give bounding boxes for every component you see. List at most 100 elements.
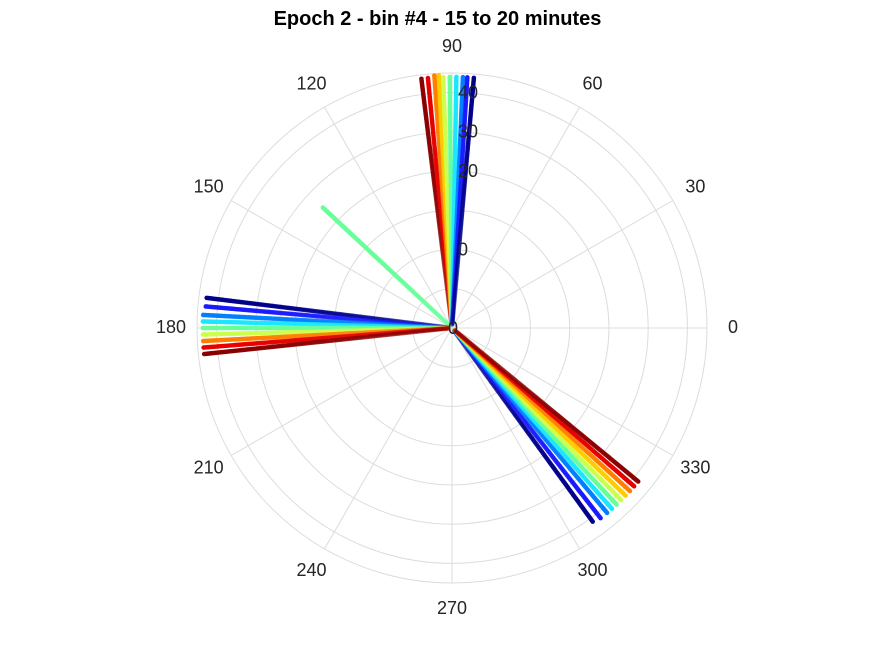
data-point (447, 307, 453, 312)
data-point (448, 305, 454, 310)
data-point (434, 326, 439, 332)
radial-tick-label: 20 (458, 161, 478, 181)
data-point (460, 74, 466, 80)
data-point (450, 311, 456, 317)
data-point (453, 329, 459, 335)
data-point (435, 326, 441, 331)
data-point (449, 321, 454, 327)
data-point (449, 315, 454, 320)
data-point (449, 305, 455, 310)
data-point (448, 308, 454, 314)
data-point (445, 326, 451, 331)
data-point (431, 327, 436, 332)
data-point (432, 327, 438, 332)
data-point (444, 325, 449, 330)
angular-tick-label: 300 (577, 560, 607, 580)
data-point (458, 335, 463, 341)
data-point (457, 334, 462, 340)
data-point (449, 316, 454, 322)
data-point (439, 325, 444, 331)
data-point (439, 326, 444, 332)
data-point (434, 327, 440, 332)
data-point (449, 321, 454, 327)
data-point (451, 307, 456, 312)
data-point (440, 325, 446, 331)
data-point (434, 324, 440, 329)
data-point (447, 310, 453, 315)
data-point (432, 324, 438, 330)
data-point (463, 340, 468, 345)
data-point (460, 340, 465, 345)
data-point (459, 334, 465, 340)
data-point (450, 305, 456, 310)
angular-grid-spoke (324, 106, 453, 329)
data-point (465, 75, 470, 80)
data-point (457, 334, 463, 340)
data-point (429, 327, 435, 332)
data-point (449, 313, 454, 319)
data-point (455, 331, 461, 337)
data-point (609, 506, 615, 512)
data-point (459, 339, 464, 344)
chart-title: Epoch 2 - bin #4 - 15 to 20 minutes (273, 8, 602, 30)
data-point (419, 76, 424, 82)
data-point (440, 74, 446, 80)
data-point (635, 479, 641, 484)
data-point (447, 305, 453, 310)
data-point (442, 325, 448, 331)
data-point (454, 331, 459, 336)
data-point (590, 519, 595, 524)
series-ray (452, 328, 641, 484)
data-point (459, 334, 465, 340)
data-point (440, 316, 445, 322)
data-point (446, 323, 452, 328)
data-point (450, 320, 455, 325)
data-point (450, 308, 456, 314)
data-point (435, 326, 441, 332)
data-point (437, 326, 443, 331)
data-point (458, 335, 464, 341)
data-point (450, 316, 455, 322)
data-point (457, 332, 463, 337)
data-point (456, 335, 462, 340)
data-point (200, 332, 206, 337)
data-point (448, 315, 454, 320)
data-point (604, 510, 610, 516)
data-point (448, 305, 454, 310)
data-point (448, 318, 454, 324)
data-point (449, 318, 455, 324)
data-point (452, 328, 458, 334)
data-point (431, 323, 436, 329)
data-point (434, 326, 439, 332)
data-point (450, 310, 455, 315)
data-point (450, 311, 455, 317)
data-point (436, 326, 441, 332)
data-point (436, 327, 441, 332)
data-point (455, 332, 461, 337)
data-point (458, 333, 464, 338)
series-ray (450, 75, 477, 327)
data-point (452, 328, 457, 334)
data-point (452, 328, 457, 334)
data-point (448, 306, 453, 312)
data-point (436, 324, 441, 329)
data-point (449, 313, 455, 319)
data-point (447, 307, 453, 312)
data-point (449, 315, 455, 320)
data-point (445, 326, 451, 331)
data-point (432, 327, 438, 333)
data-point (631, 483, 637, 489)
data-point (448, 311, 453, 317)
data-point (434, 325, 439, 330)
data-point (461, 337, 467, 342)
data-point (448, 311, 454, 317)
angular-tick-label: 30 (685, 176, 705, 196)
data-point (450, 321, 455, 327)
angular-tick-label: 120 (296, 73, 326, 93)
data-point (462, 336, 467, 342)
series-layer (200, 73, 641, 524)
data-point (449, 318, 455, 324)
data-point (449, 320, 454, 325)
data-point (449, 318, 455, 324)
